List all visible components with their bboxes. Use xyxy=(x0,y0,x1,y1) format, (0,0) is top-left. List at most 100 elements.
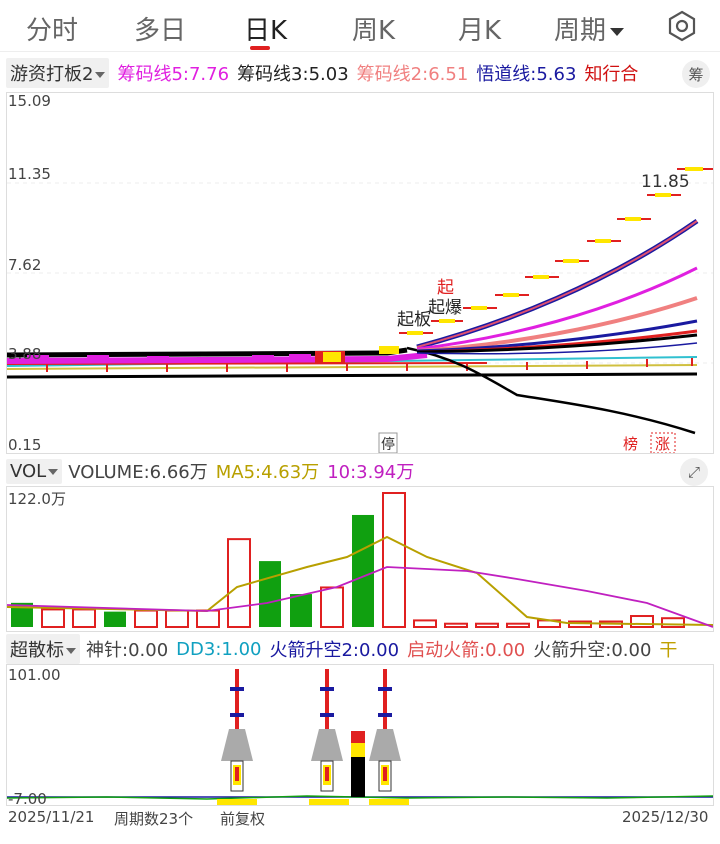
main-axis-bottom: 0.15 xyxy=(8,436,42,454)
curve-black xyxy=(416,333,698,354)
main-indicator-selector[interactable]: 游资打板2 xyxy=(6,58,110,88)
volume-bar xyxy=(11,602,33,627)
tab-daily-k[interactable]: 日K xyxy=(244,16,288,46)
chip-ribbon-black xyxy=(6,347,408,358)
chip-line-descending xyxy=(406,346,696,435)
volume-ma10-line xyxy=(6,566,714,628)
volume-bar xyxy=(72,608,96,629)
volume-indicator-row: VOL VOLUME:6.66万 MA5:4.63万 10:3.94万 xyxy=(0,454,720,488)
sub-chip-dd3: DD3:1.00 xyxy=(176,638,262,660)
main-indicator-row: 游资打板2 筹码线5:7.76 筹码线3:5.03 筹码线2:6.51 悟道线:… xyxy=(0,56,720,90)
period-tab-bar: 分时 多日 日K 周K 月K 周期 xyxy=(0,0,720,52)
tab-period-dropdown[interactable]: 周期 xyxy=(554,10,625,47)
chevron-down-icon xyxy=(610,27,625,36)
sub-chart-svg xyxy=(6,669,714,807)
ma-line-yellow xyxy=(6,364,698,370)
annotation-bang: 榜 xyxy=(623,435,638,453)
main-axis-mid1: 11.35 xyxy=(8,165,51,183)
chip-line-black xyxy=(6,372,698,379)
settings-gear-icon[interactable] xyxy=(664,8,700,44)
sub-chip-gan: 干 xyxy=(659,640,678,661)
volume-bar xyxy=(475,622,499,629)
volume-chip-ma10: 10:3.94万 xyxy=(327,462,415,483)
volume-bar xyxy=(444,622,468,629)
indicator-chip-zhixing: 知行合 xyxy=(584,64,639,85)
main-kline-panel[interactable]: 11.85 起 起爆 起板 停 榜 涨 xyxy=(6,92,714,454)
main-axis-mid2: 7.62 xyxy=(8,256,42,274)
rising-candles xyxy=(399,167,713,335)
volume-bar xyxy=(134,609,158,628)
main-chart-svg: 11.85 起 起爆 起板 停 榜 涨 xyxy=(6,167,713,454)
rocket-icon xyxy=(369,669,401,792)
volume-bar xyxy=(661,617,685,629)
main-indicator-name: 游资打板2 xyxy=(10,64,94,85)
volume-bar xyxy=(41,608,65,629)
active-tab-indicator xyxy=(250,46,270,50)
rocket-icon xyxy=(221,669,253,792)
chip-ribbon-magenta xyxy=(6,352,428,364)
adjust-mode[interactable]: 前复权 xyxy=(220,810,266,828)
sub-chip-start-rocket: 启动火箭:0.00 xyxy=(407,640,526,661)
chevron-down-icon xyxy=(95,72,106,78)
volume-bar xyxy=(630,615,654,628)
sub-axis-top: 101.00 xyxy=(8,666,61,684)
volume-bar xyxy=(290,594,312,627)
tab-multi-day[interactable]: 多日 xyxy=(134,16,187,46)
volume-indicator-name: VOL xyxy=(10,460,47,482)
chevron-down-icon xyxy=(66,648,76,654)
volume-ma5-line xyxy=(6,535,714,626)
flat-candles xyxy=(27,346,399,363)
volume-bar xyxy=(165,609,189,628)
tab-weekly-k[interactable]: 周K xyxy=(352,16,396,46)
start-date: 2025/11/21 xyxy=(8,808,95,826)
annotation-qi-red: 起 xyxy=(437,278,454,298)
tab-intraday[interactable]: 分时 xyxy=(26,16,79,46)
curve-magenta xyxy=(416,266,698,351)
annotation-zhang: 涨 xyxy=(655,435,670,453)
tick-marks xyxy=(46,358,693,372)
sub-indicator-panel[interactable] xyxy=(6,664,714,807)
volume-bar xyxy=(506,622,530,629)
volume-chip-ma5: MA5:4.63万 xyxy=(215,462,320,483)
sub-axis-bottom: -7.00 xyxy=(8,790,47,808)
expand-icon[interactable]: ⤢ xyxy=(680,458,708,486)
volume-bar xyxy=(382,492,406,628)
end-date: 2025/12/30 xyxy=(622,808,709,826)
chip-distribution-button[interactable]: 筹 xyxy=(682,60,710,88)
volume-chip-volume: VOLUME:6.66万 xyxy=(68,462,208,483)
period-count: 周期数23个 xyxy=(114,810,194,828)
curve-blue-thin xyxy=(416,342,698,355)
chevron-down-icon xyxy=(48,468,59,475)
volume-axis-top: 122.0万 xyxy=(8,490,66,508)
indicator-chip-line5: 筹码线5:7.76 xyxy=(117,64,230,85)
volume-indicator-selector[interactable]: VOL xyxy=(6,458,63,484)
tab-monthly-k[interactable]: 月K xyxy=(458,16,502,46)
bottom-info-bar: 2025/11/21 周期数23个 前复权 2025/12/30 xyxy=(0,806,720,830)
main-axis-top: 15.09 xyxy=(8,92,51,110)
sub-indicator-name: 超散标 xyxy=(10,640,64,661)
sub-chip-shenzhen: 神针:0.00 xyxy=(86,640,169,661)
volume-chart-svg xyxy=(6,492,714,629)
volume-bar xyxy=(259,561,281,627)
annotation-qi-ban: 起板 xyxy=(397,310,431,330)
price-peak-label: 11.85 xyxy=(641,172,690,192)
sub-indicator-selector[interactable]: 超散标 xyxy=(6,634,80,664)
volume-bar xyxy=(104,611,126,627)
volume-bar xyxy=(413,619,437,628)
indicator-chip-wudao: 悟道线:5.63 xyxy=(476,64,577,85)
indicator-chip-line2: 筹码线2:6.51 xyxy=(356,64,469,85)
signal-bar xyxy=(351,731,365,797)
sub-chip-rocket: 火箭升空:0.00 xyxy=(533,640,652,661)
sub-chip-rocket2: 火箭升空2:0.00 xyxy=(269,640,400,661)
volume-bar xyxy=(196,609,220,628)
main-axis-mid3: 3.88 xyxy=(8,345,42,363)
volume-bar xyxy=(320,586,344,628)
indicator-chip-line3: 筹码线3:5.03 xyxy=(237,64,349,85)
curve-blue-2 xyxy=(416,319,698,353)
tab-period-label: 周期 xyxy=(554,16,607,46)
volume-bar xyxy=(227,538,251,628)
volume-panel[interactable] xyxy=(6,486,714,632)
volume-bar xyxy=(352,514,374,627)
annotation-qi-bao: 起爆 xyxy=(428,298,462,318)
annotation-ting: 停 xyxy=(381,436,395,453)
